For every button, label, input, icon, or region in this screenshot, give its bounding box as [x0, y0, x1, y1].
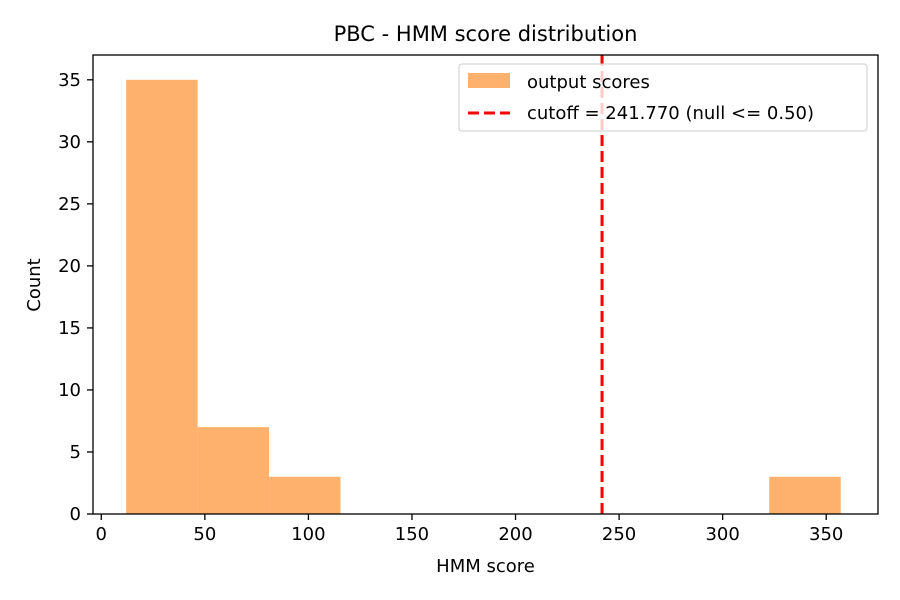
y-tick-label: 35 [58, 70, 81, 91]
chart-title: PBC - HMM score distribution [334, 22, 638, 46]
x-tick-label: 0 [96, 524, 107, 545]
y-tick-label: 30 [58, 132, 81, 153]
x-axis-ticks: 0 50 100 150 200 250 300 350 [96, 514, 843, 545]
histogram-bar [197, 427, 270, 514]
histogram-bar [769, 476, 841, 514]
legend: output scores cutoff = 241.770 (null <= … [458, 63, 868, 132]
legend-swatch-output-scores [468, 73, 510, 88]
y-tick-label: 0 [70, 504, 81, 525]
x-tick-label: 300 [705, 524, 739, 545]
legend-label-cutoff: cutoff = 241.770 (null <= 0.50) [527, 103, 814, 124]
legend-label-output-scores: output scores [527, 72, 650, 93]
x-tick-label: 250 [602, 524, 636, 545]
y-axis-label: Count [24, 258, 45, 311]
x-tick-label: 100 [291, 524, 325, 545]
x-tick-label: 150 [395, 524, 429, 545]
y-tick-label: 15 [58, 318, 81, 339]
y-tick-label: 20 [58, 256, 81, 277]
y-tick-label: 5 [70, 442, 81, 463]
x-tick-label: 200 [498, 524, 532, 545]
x-axis-label: HMM score [436, 556, 535, 577]
legend-frame [458, 63, 868, 132]
y-axis-ticks: 0 5 10 15 20 25 30 35 [58, 70, 93, 525]
x-tick-label: 350 [809, 524, 843, 545]
y-tick-label: 25 [58, 194, 81, 215]
histogram-bar [126, 79, 198, 514]
x-tick-label: 50 [193, 524, 216, 545]
bars-group [126, 79, 841, 514]
plot-frame [92, 54, 879, 515]
histogram-bar [269, 476, 341, 514]
y-tick-label: 10 [58, 380, 81, 401]
